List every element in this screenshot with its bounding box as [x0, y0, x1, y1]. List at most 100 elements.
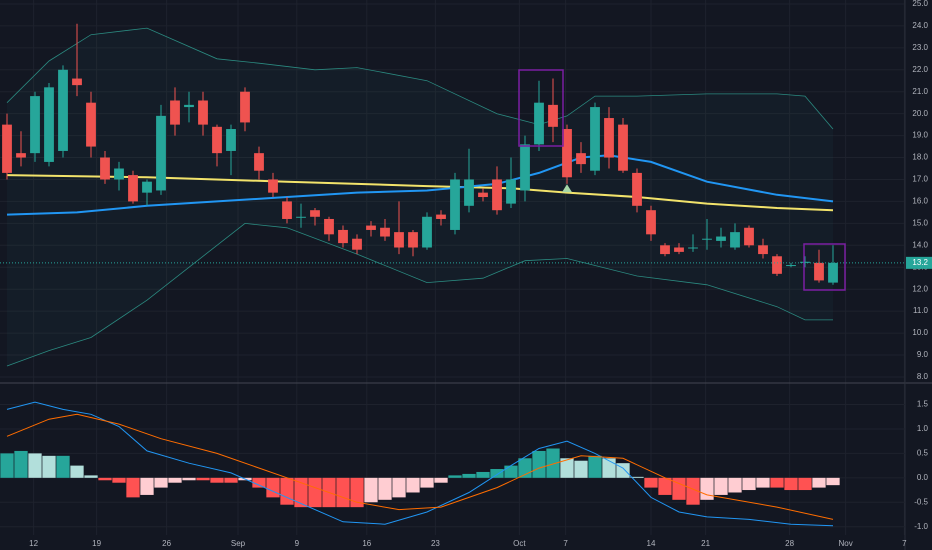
histogram-bar [686, 477, 700, 505]
histogram-bar [350, 477, 364, 508]
histogram-bar [70, 465, 84, 478]
candle-body [366, 225, 376, 230]
x-tick-label: 12 [29, 539, 38, 548]
histogram-bar [392, 477, 406, 498]
candle-body [604, 118, 614, 158]
candle-body [380, 227, 390, 237]
candle-body [156, 115, 166, 191]
candle-body [772, 256, 782, 274]
histogram-bar [14, 450, 28, 478]
candle-body [548, 104, 558, 127]
candle-body [814, 262, 824, 281]
candle-body [688, 247, 698, 249]
y-tick-label: 11.0 [913, 306, 929, 315]
histogram-bar [378, 477, 392, 500]
pane [2, 23, 838, 367]
y-tick-label: 9.0 [917, 350, 929, 359]
histogram-bar [448, 475, 462, 478]
histogram-bar [826, 477, 840, 486]
candle-body [394, 232, 404, 248]
histogram-bar [112, 477, 126, 483]
y-tick-label: -1.0 [914, 522, 928, 531]
y-tick-label: 24.0 [912, 21, 928, 30]
y-tick-label: 8.0 [917, 372, 929, 381]
x-tick-label: 21 [701, 539, 710, 548]
histogram-bar [224, 477, 238, 483]
histogram-bar [308, 477, 322, 508]
macd-line [6, 401, 834, 527]
x-tick-label: 19 [92, 539, 101, 548]
candle-body [632, 172, 642, 206]
highlight-box [803, 243, 846, 291]
y-tick-label: 15.0 [912, 218, 928, 227]
candle-body [310, 210, 320, 217]
candle-body [590, 107, 600, 171]
candle-body [786, 265, 796, 267]
indicator-line [6, 27, 834, 130]
histogram-bar [56, 455, 70, 478]
x-tick-label: 26 [162, 539, 171, 548]
x-tick-label: 23 [431, 539, 440, 548]
y-tick-label: 0.0 [917, 473, 929, 482]
histogram-bar [812, 477, 826, 488]
candle-body [576, 153, 586, 165]
histogram-bar [420, 477, 434, 488]
candle-body [702, 238, 712, 240]
candle-body [646, 210, 656, 235]
candle-body [436, 214, 446, 219]
candle-body [562, 129, 572, 178]
indicator-line [6, 222, 833, 367]
histogram-bar [84, 475, 98, 478]
y-tick-label: 1.0 [917, 424, 929, 433]
candle-body [352, 238, 362, 250]
x-tick-label: 16 [362, 539, 371, 548]
candle-body [282, 201, 292, 219]
y-tick-label: 25.0 [912, 0, 928, 8]
histogram-bar [42, 455, 56, 478]
candle-body [744, 227, 754, 246]
indicator-line [6, 174, 834, 212]
candle-body [16, 153, 26, 158]
histogram-bar [0, 453, 14, 478]
histogram-bar [266, 477, 280, 498]
candle-body [492, 179, 502, 211]
x-tick-label: 7 [563, 539, 568, 548]
candle-body [506, 179, 516, 204]
candle-body [758, 245, 768, 255]
candle-body [128, 175, 138, 202]
histogram-bar [630, 476, 644, 478]
x-tick-label: Oct [513, 539, 526, 548]
histogram-bar [196, 477, 210, 481]
candle-body [324, 218, 334, 235]
histogram-bar [756, 477, 770, 488]
candle-body [674, 247, 684, 252]
candle-body [268, 179, 278, 193]
candle-body [86, 102, 96, 147]
histogram-bar [280, 477, 294, 505]
histogram-bar [546, 448, 560, 478]
y-tick-label: 12.0 [912, 284, 928, 293]
y-tick-label: 19.0 [912, 131, 928, 140]
x-tick-label: Sep [231, 539, 246, 548]
histogram-bar [672, 477, 686, 500]
histogram-bar [658, 477, 672, 495]
candle-body [618, 124, 628, 171]
candle-body [520, 144, 530, 191]
band-fill [7, 28, 833, 366]
histogram-bar [154, 477, 168, 488]
candle-body [2, 124, 12, 173]
histogram-bar [364, 477, 378, 503]
candle-body [184, 104, 194, 108]
candle-body [72, 78, 82, 86]
candle-body [58, 69, 68, 151]
y-tick-label: 23.0 [912, 43, 928, 52]
candle-body [422, 216, 432, 248]
candle-body [450, 179, 460, 230]
histogram-bar [28, 453, 42, 478]
histogram-bar [210, 477, 224, 483]
histogram-bar [700, 477, 714, 500]
histogram-bar [140, 477, 154, 495]
histogram-bar [168, 477, 182, 483]
x-tick-label: Nov [838, 539, 852, 548]
y-tick-label: 17.0 [912, 175, 928, 184]
